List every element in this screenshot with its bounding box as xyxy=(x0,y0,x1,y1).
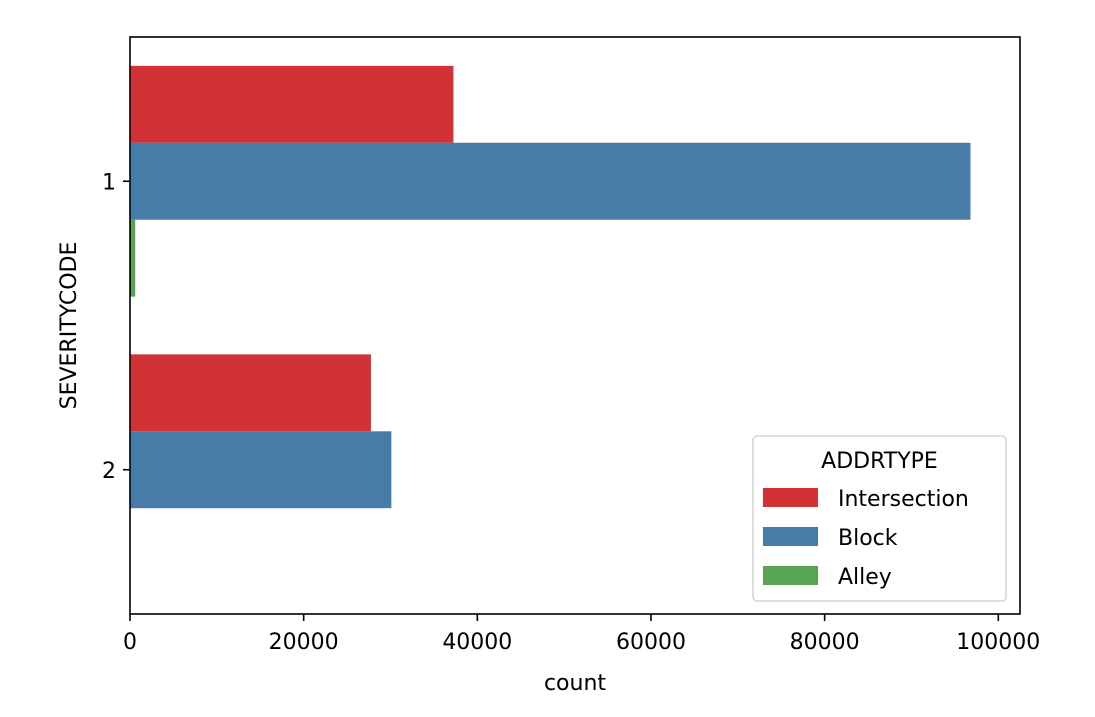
plot-area-frame xyxy=(129,36,1021,615)
legend: ADDRTYPE Intersection Block Alley xyxy=(752,435,1007,602)
legend-title: ADDRTYPE xyxy=(821,449,938,474)
x-tick-label: 80000 xyxy=(790,630,860,655)
x-tick-label: 100000 xyxy=(956,630,1040,655)
bar-intersection-severity-1 xyxy=(130,65,454,143)
legend-swatch-block xyxy=(763,527,818,546)
bar-block-severity-2 xyxy=(130,431,392,509)
x-tick-label: 0 xyxy=(123,630,137,655)
bar-intersection-severity-2 xyxy=(130,354,371,432)
legend-items: Intersection Block Alley xyxy=(763,487,969,590)
x-axis-label: count xyxy=(544,671,606,696)
legend-swatch-intersection xyxy=(763,488,818,507)
legend-box xyxy=(752,435,1007,602)
legend-label-alley: Alley xyxy=(838,565,892,590)
x-tick-label: 40000 xyxy=(442,630,512,655)
x-tick-label: 60000 xyxy=(616,630,686,655)
y-axis-label: SEVERITYCODE xyxy=(57,242,82,410)
bars-group xyxy=(130,65,971,509)
y-tick-label: 1 xyxy=(102,170,116,195)
y-tick-label: 2 xyxy=(102,459,116,484)
x-tick-label: 20000 xyxy=(269,630,339,655)
bar-alley-severity-1 xyxy=(130,219,136,297)
legend-label-intersection: Intersection xyxy=(838,487,969,512)
legend-swatch-alley xyxy=(763,566,818,585)
y-axis-ticks: 12 xyxy=(102,170,130,484)
legend-label-block: Block xyxy=(838,526,898,551)
x-axis-ticks: 0 20000 40000 60000 80000 100000 xyxy=(123,614,1040,655)
bar-block-severity-1 xyxy=(130,142,971,220)
